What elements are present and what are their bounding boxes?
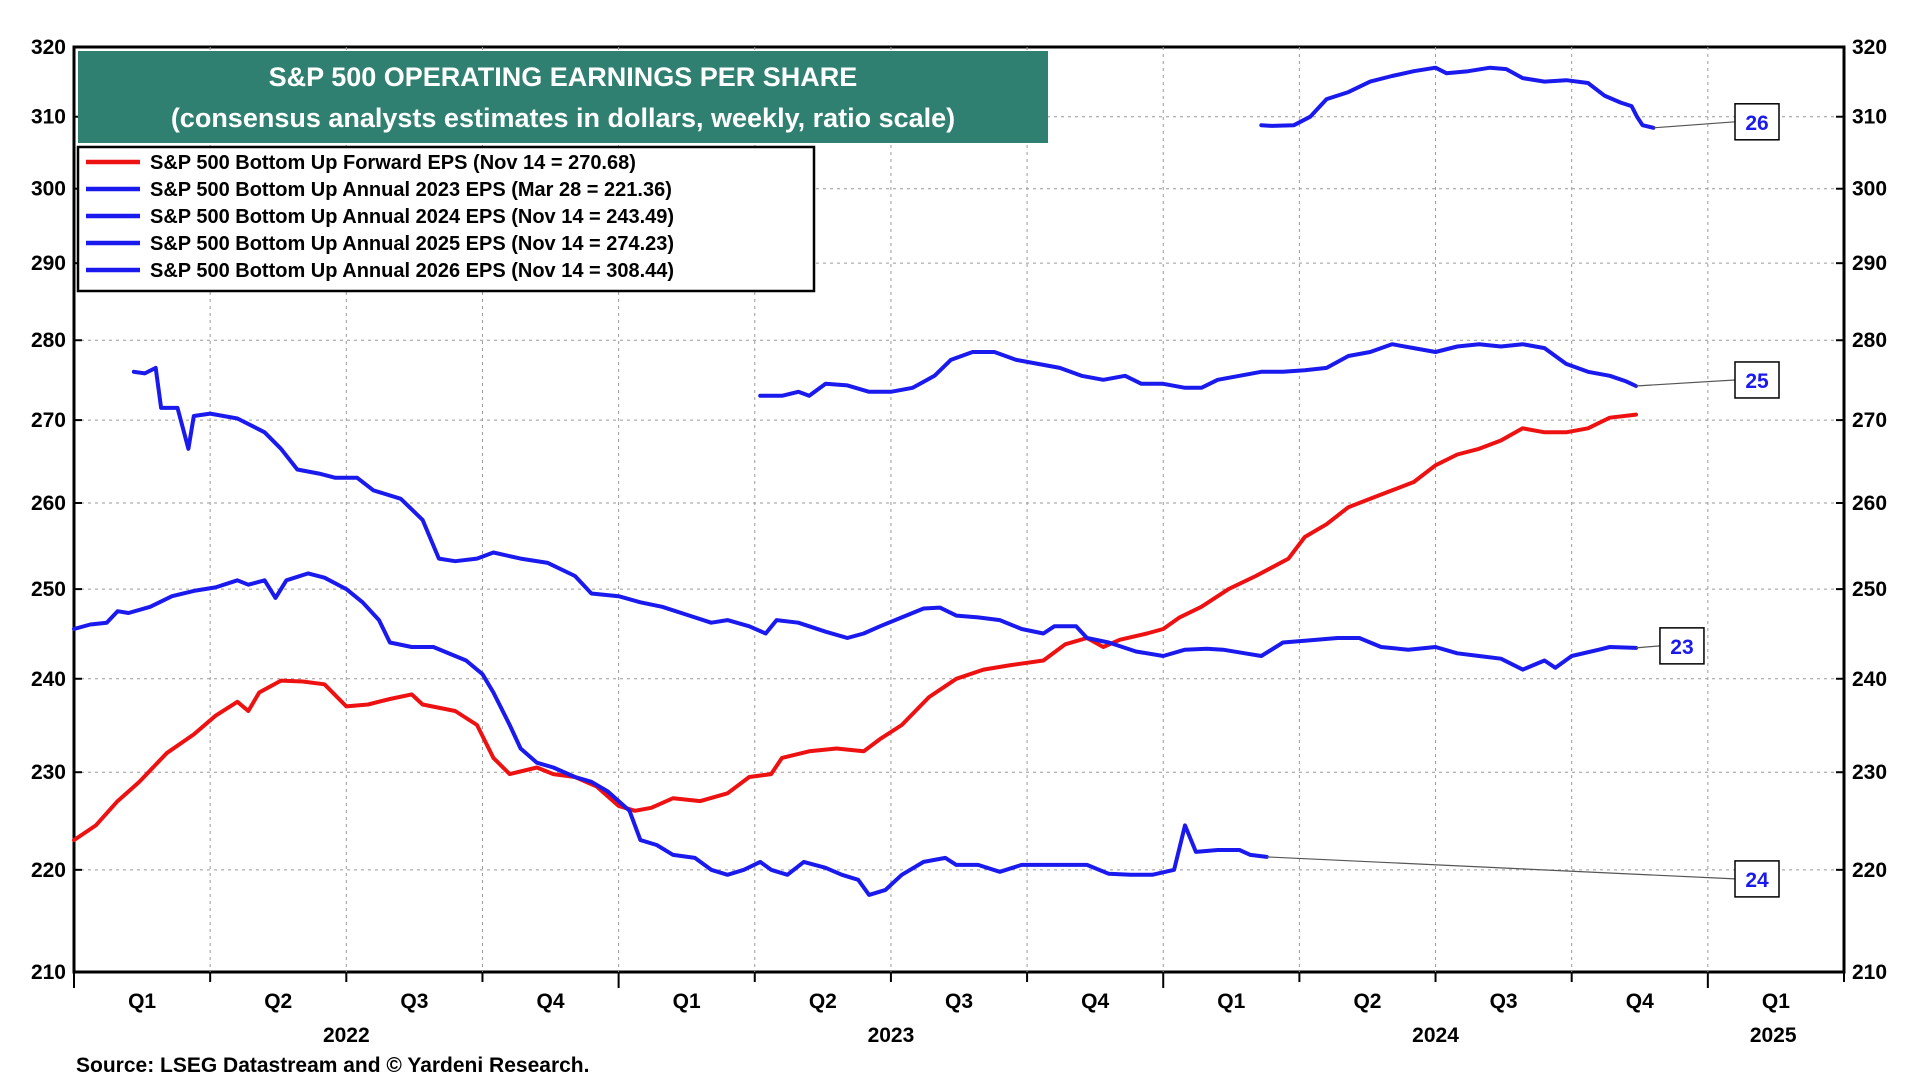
source-note: Source: LSEG Datastream and © Yardeni Re…	[76, 1054, 589, 1077]
x-axis: Q1 Q2 Q3 Q4 Q1 Q2 Q3 Q4 Q1 Q2 Q3 Q4 Q1 2022 2023 2024 20…	[128, 990, 1797, 1047]
y-tick-label: 290	[31, 252, 66, 275]
y-tick-label: 240	[31, 668, 66, 691]
series-group	[72, 65, 1656, 897]
y-tick-label: 260	[31, 492, 66, 515]
y-tick-label: 270	[1852, 409, 1887, 432]
chart-title: S&P 500 OPERATING EARNINGS PER SHARE	[269, 62, 858, 92]
end-label-box	[1734, 361, 1780, 399]
y-tick-label: 300	[1852, 178, 1887, 201]
x-year-label: 2025	[1750, 1024, 1797, 1047]
legend-entry: S&P 500 Bottom Up Annual 2026 EPS (Nov 1…	[150, 260, 674, 282]
x-year-label: 2022	[323, 1024, 370, 1047]
y-axis-right: 210 220 230 240 250 260 270 280 290 300 310 320	[1852, 36, 1887, 984]
y-tick-label: 290	[1852, 252, 1887, 275]
x-quarter-label: Q4	[537, 990, 565, 1013]
x-quarter-label: Q3	[400, 990, 428, 1013]
x-quarter-label: Q1	[673, 990, 701, 1013]
series-line-forward	[72, 412, 1638, 843]
end-label-leader	[1635, 379, 1736, 387]
y-tick-label: 280	[1852, 329, 1887, 352]
y-tick-label: 210	[31, 961, 66, 984]
end-label-leader	[1653, 121, 1736, 129]
title-box: S&P 500 OPERATING EARNINGS PER SHARE (co…	[78, 51, 1048, 143]
end-label-box	[1659, 627, 1705, 665]
x-quarter-label: Q4	[1626, 990, 1654, 1013]
x-year-label: 2024	[1412, 1024, 1459, 1047]
end-label-leader	[1635, 645, 1661, 649]
series-line-annual-2024	[72, 571, 1269, 897]
x-year-label: 2023	[868, 1024, 915, 1047]
x-quarter-label: Q3	[1490, 990, 1518, 1013]
y-axis-left: 210 220 230 240 250 260 270 280 290 300 310 320	[31, 36, 66, 984]
y-tick-label: 260	[1852, 492, 1887, 515]
end-label-text: 26	[1745, 112, 1768, 135]
y-tick-label: 220	[31, 859, 66, 882]
y-tick-label: 250	[1852, 578, 1887, 601]
legend-entry: S&P 500 Bottom Up Annual 2023 EPS (Mar 2…	[150, 179, 672, 201]
x-quarter-label: Q2	[1353, 990, 1381, 1013]
y-tick-label: 270	[31, 409, 66, 432]
x-quarter-label: Q2	[264, 990, 292, 1013]
series-line-annual-2025	[758, 342, 1638, 398]
chart-subtitle: (consensus analysts estimates in dollars…	[171, 103, 955, 133]
series-line-annual-2026	[1259, 65, 1656, 130]
x-quarter-label: Q4	[1081, 990, 1109, 1013]
series-line-annual-2023	[131, 365, 1638, 672]
y-tick-label: 310	[31, 106, 66, 129]
legend: S&P 500 Bottom Up Forward EPS (Nov 14 = …	[76, 145, 816, 293]
y-tick-label: 320	[31, 36, 66, 59]
y-tick-label: 300	[31, 178, 66, 201]
y-tick-label: 280	[31, 329, 66, 352]
x-quarter-label: Q1	[1762, 990, 1790, 1013]
y-tick-label: 250	[31, 578, 66, 601]
legend-entry: S&P 500 Bottom Up Annual 2025 EPS (Nov 1…	[150, 233, 674, 255]
end-label-box	[1734, 860, 1780, 898]
y-tick-label: 320	[1852, 36, 1887, 59]
x-quarter-label: Q3	[945, 990, 973, 1013]
y-tick-label: 210	[1852, 961, 1887, 984]
y-tick-label: 220	[1852, 859, 1887, 882]
x-quarter-label: Q1	[128, 990, 156, 1013]
y-tick-label: 310	[1852, 106, 1887, 129]
end-labels: 26 25 24 23	[1266, 103, 1780, 898]
end-label-text: 23	[1670, 636, 1693, 659]
x-quarter-label: Q2	[809, 990, 837, 1013]
x-quarter-label: Q1	[1217, 990, 1245, 1013]
legend-entry: S&P 500 Bottom Up Forward EPS (Nov 14 = …	[150, 152, 636, 174]
y-tick-label: 240	[1852, 668, 1887, 691]
y-tick-label: 230	[31, 761, 66, 784]
y-tick-label: 230	[1852, 761, 1887, 784]
end-label-leader	[1266, 856, 1736, 880]
plot-area	[72, 45, 1846, 974]
legend-entry: S&P 500 Bottom Up Annual 2024 EPS (Nov 1…	[150, 206, 674, 228]
end-label-text: 24	[1745, 869, 1769, 892]
end-label-text: 25	[1745, 370, 1769, 393]
end-label-box	[1734, 103, 1780, 141]
